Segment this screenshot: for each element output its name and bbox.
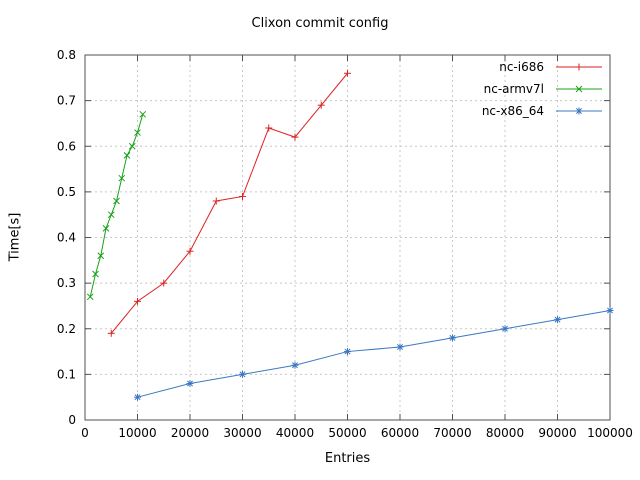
x-tick-label: 100000 [587,426,633,440]
legend-sample-line [556,63,602,71]
data-point-marker [118,174,126,182]
marker-stroke [113,197,120,205]
series-nc-i686 [107,69,351,337]
x-tick-label: 90000 [538,426,576,440]
data-point-marker [396,343,404,351]
y-tick-label: 0.6 [57,139,76,153]
data-point-marker [134,297,141,305]
data-point-marker [134,129,141,136]
series-line [110,72,348,334]
marker-stroke [607,307,613,314]
y-tick-label: 0.1 [57,367,76,381]
x-tick-label: 80000 [486,426,524,440]
marker-stroke [344,348,351,355]
x-tick-label: 0 [81,426,89,440]
legend-row: nc-x86_64 [482,100,604,122]
marker-stroke [134,129,141,136]
series-line [89,114,144,297]
data-point-marker [265,124,273,132]
x-tick-label: 10000 [118,426,156,440]
data-point-marker [107,211,115,219]
data-point-marker [212,197,220,205]
y-tick-label: 0.7 [57,94,76,108]
marker-stroke [449,334,456,341]
marker-stroke [86,293,94,301]
data-point-marker [128,142,136,150]
data-point-marker [139,110,147,118]
marker-stroke [554,316,561,323]
marker-stroke [187,380,193,387]
y-tick-label: 0.8 [57,48,76,62]
marker-stroke [134,394,141,401]
data-point-marker [317,101,325,109]
data-point-marker [160,279,168,287]
y-tick-label: 0.5 [57,185,76,199]
x-tick-label: 70000 [433,426,471,440]
marker-stroke [102,225,110,232]
marker-stroke [576,108,582,114]
legend-label: nc-x86_64 [481,104,544,118]
legend-label: nc-armv7l [483,82,544,96]
marker-stroke [128,142,136,150]
data-point-marker [606,307,614,314]
data-point-marker [107,329,115,337]
y-axis-label: Time[s] [7,212,23,262]
data-point-marker [239,192,246,200]
data-point-marker [554,316,561,324]
data-point-marker [113,197,120,205]
data-point-marker [186,247,194,255]
x-tick-label: 60000 [381,426,419,440]
data-point-marker [186,380,194,387]
series-nc-x86_64 [134,307,614,401]
marker-stroke [118,174,126,182]
x-axis-label: Entries [324,451,371,466]
legend-row: nc-i686 [482,56,604,78]
legend-sample [556,85,602,93]
data-point-marker [134,393,141,401]
data-point-marker [344,69,351,77]
data-point-marker [123,152,131,159]
y-tick-label: 0.2 [57,322,76,336]
legend-sample [556,63,602,71]
y-tick-label: 0 [68,413,76,427]
x-tick-label: 20000 [171,426,209,440]
x-tick-label: 30000 [223,426,261,440]
data-point-marker [291,133,299,141]
series-line [137,310,611,398]
x-tick-label: 50000 [328,426,366,440]
data-point-marker [344,348,351,356]
marker-stroke [107,211,115,219]
legend-label: nc-i686 [499,60,544,74]
marker-stroke [292,362,298,369]
chart-title: Clixon commit config [251,16,389,31]
legend-sample-line [556,107,602,115]
data-point-marker [92,270,99,278]
marker-stroke [97,252,105,260]
legend-sample-line [556,85,602,93]
data-point-marker [86,293,94,301]
marker-stroke [502,325,508,332]
data-point-marker [97,252,105,260]
legend: nc-i686 nc-armv7l nc-x86_64 [482,56,604,122]
data-point-marker [239,370,246,378]
marker-stroke [239,371,246,378]
y-tick-label: 0.3 [57,276,76,290]
data-point-marker [501,325,509,333]
marker-stroke [139,110,147,118]
data-point-marker [449,334,456,342]
marker-stroke [92,270,99,278]
x-tick-label: 40000 [276,426,314,440]
series-nc-armv7l [86,110,147,301]
legend-sample [556,107,602,115]
data-point-marker [102,225,110,232]
marker-stroke [397,344,403,350]
data-point-marker [291,361,299,369]
marker-stroke [575,85,583,93]
marker-stroke [123,152,131,159]
legend-row: nc-armv7l [482,78,604,100]
y-tick-label: 0.4 [57,231,76,245]
